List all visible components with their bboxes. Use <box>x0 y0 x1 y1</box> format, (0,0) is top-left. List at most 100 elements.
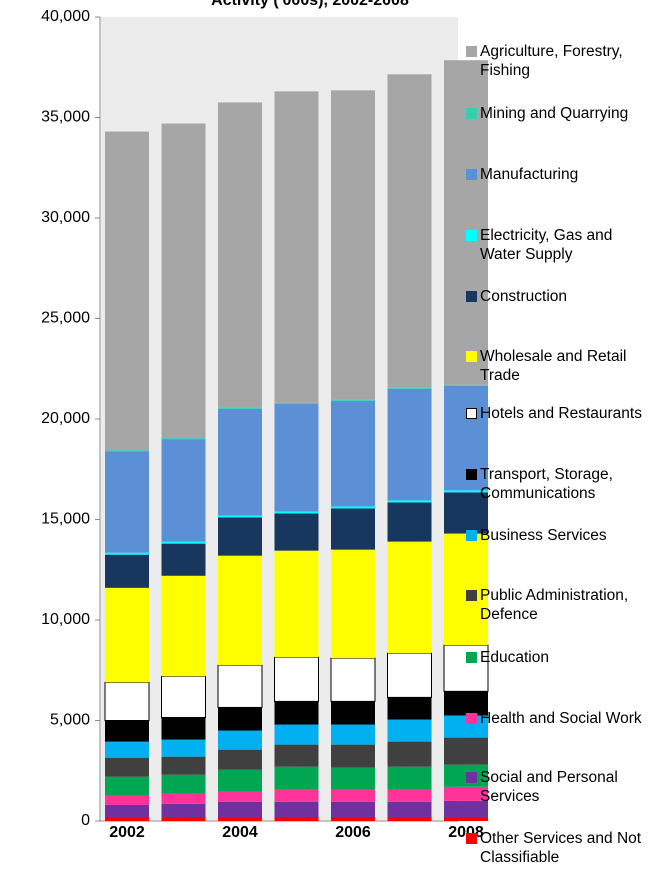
bar-segment <box>105 816 149 821</box>
bar-segment <box>161 675 206 718</box>
bar-segment <box>161 739 206 757</box>
bar-segment <box>387 502 432 542</box>
bar-segment <box>330 657 376 702</box>
bar-segment <box>274 513 319 551</box>
legend-label: Manufacturing <box>480 166 579 183</box>
bar-segment <box>105 587 149 683</box>
y-tick-label: 10,000 <box>41 611 90 628</box>
bar-segment <box>161 439 206 542</box>
bar-segment <box>331 744 375 768</box>
y-tick-label: 0 <box>81 812 90 829</box>
bar-segment <box>387 697 432 720</box>
bar-segment <box>331 789 375 802</box>
bar-segment <box>218 801 262 817</box>
bar-segment <box>105 131 149 451</box>
legend-swatch <box>466 46 477 57</box>
bar-segment <box>218 408 262 516</box>
bar-segment <box>218 515 262 518</box>
bar-segment <box>331 508 375 550</box>
legend-swatch <box>466 108 477 119</box>
bar-segment <box>444 715 488 738</box>
legend-item: Wholesale and Retail Trade <box>466 347 646 385</box>
legend-item: Mining and Quarrying <box>466 104 646 123</box>
legend-item: Social and Personal Services <box>466 768 646 806</box>
bar-segment <box>218 102 262 408</box>
bar-segment <box>331 90 375 400</box>
bar-segment <box>105 776 149 796</box>
legend-label: Education <box>480 649 549 666</box>
y-tick-label: 20,000 <box>41 410 90 427</box>
bar-segment <box>444 786 488 801</box>
bar-segment <box>161 774 206 794</box>
legend-swatch <box>466 351 477 362</box>
bar-segment <box>387 801 432 817</box>
bar-segment <box>444 737 488 765</box>
legend-swatch <box>466 833 477 844</box>
legend-swatch <box>466 408 477 419</box>
bar-segment <box>161 793 206 804</box>
legend-label: Agriculture, Forestry, Fishing <box>480 43 623 79</box>
legend-item: Education <box>466 648 646 667</box>
legend-label: Mining and Quarrying <box>480 105 629 122</box>
bar-segment <box>161 123 206 439</box>
bar-segment <box>331 801 375 817</box>
bar-segment <box>161 803 206 817</box>
bar-segment <box>331 701 375 725</box>
bar-segment <box>218 816 262 821</box>
bar-segment <box>105 451 149 553</box>
bar-segment <box>274 724 319 745</box>
bar-segment <box>218 517 262 556</box>
legend-swatch <box>466 772 477 783</box>
bar-segment <box>387 789 432 802</box>
legend-swatch <box>466 169 477 180</box>
bar-segment <box>105 795 149 805</box>
bar-segment <box>105 804 149 817</box>
bar-segment <box>274 403 319 512</box>
bar-segment <box>444 691 488 716</box>
bar-segment <box>444 533 488 646</box>
bar-segment <box>105 450 149 452</box>
bar-segment <box>331 724 375 745</box>
y-tick-label: 5,000 <box>50 712 90 729</box>
legend-item: Business Services <box>466 526 646 545</box>
bar-segment <box>444 492 488 534</box>
bar-segment <box>218 707 262 731</box>
bar-segment <box>387 388 432 501</box>
bar-segment <box>331 816 375 821</box>
bar-segment <box>331 399 375 401</box>
legend-item: Agriculture, Forestry, Fishing <box>466 42 646 80</box>
legend-swatch <box>466 590 477 601</box>
bar-segment <box>105 552 149 555</box>
bar-segment <box>331 767 375 790</box>
legend-label: Electricity, Gas and Water Supply <box>480 227 613 263</box>
bar-segment <box>274 816 319 821</box>
bar-segment <box>274 656 319 702</box>
bar-segment <box>274 701 319 725</box>
bar-segment <box>444 816 488 821</box>
bar-segment <box>161 756 206 775</box>
bar-segment <box>387 74 432 388</box>
bar-segment <box>387 766 432 790</box>
legend-item: Electricity, Gas and Water Supply <box>466 226 646 264</box>
legend-item: Other Services and Not Classifiable <box>466 829 646 867</box>
legend-label: Public Administration, Defence <box>480 587 629 623</box>
y-tick-label: 40,000 <box>41 8 90 25</box>
bar-segment <box>274 91 319 403</box>
x-tick-label: 2002 <box>109 824 145 841</box>
bar-segment <box>218 749 262 770</box>
bar-segment <box>274 789 319 802</box>
bar-segment <box>161 717 206 740</box>
bar-segment <box>105 741 149 758</box>
legend-swatch <box>466 291 477 302</box>
bar-segment <box>161 816 206 821</box>
bar-segment <box>274 801 319 817</box>
bar-segment <box>105 554 149 588</box>
y-tick-label: 35,000 <box>41 109 90 126</box>
bar-segment <box>218 730 262 750</box>
legend-swatch <box>466 469 477 480</box>
x-tick-label: 2004 <box>222 824 258 841</box>
legend-label: Hotels and Restaurants <box>480 405 642 422</box>
legend-swatch <box>466 230 477 241</box>
bar-segment <box>274 744 319 767</box>
